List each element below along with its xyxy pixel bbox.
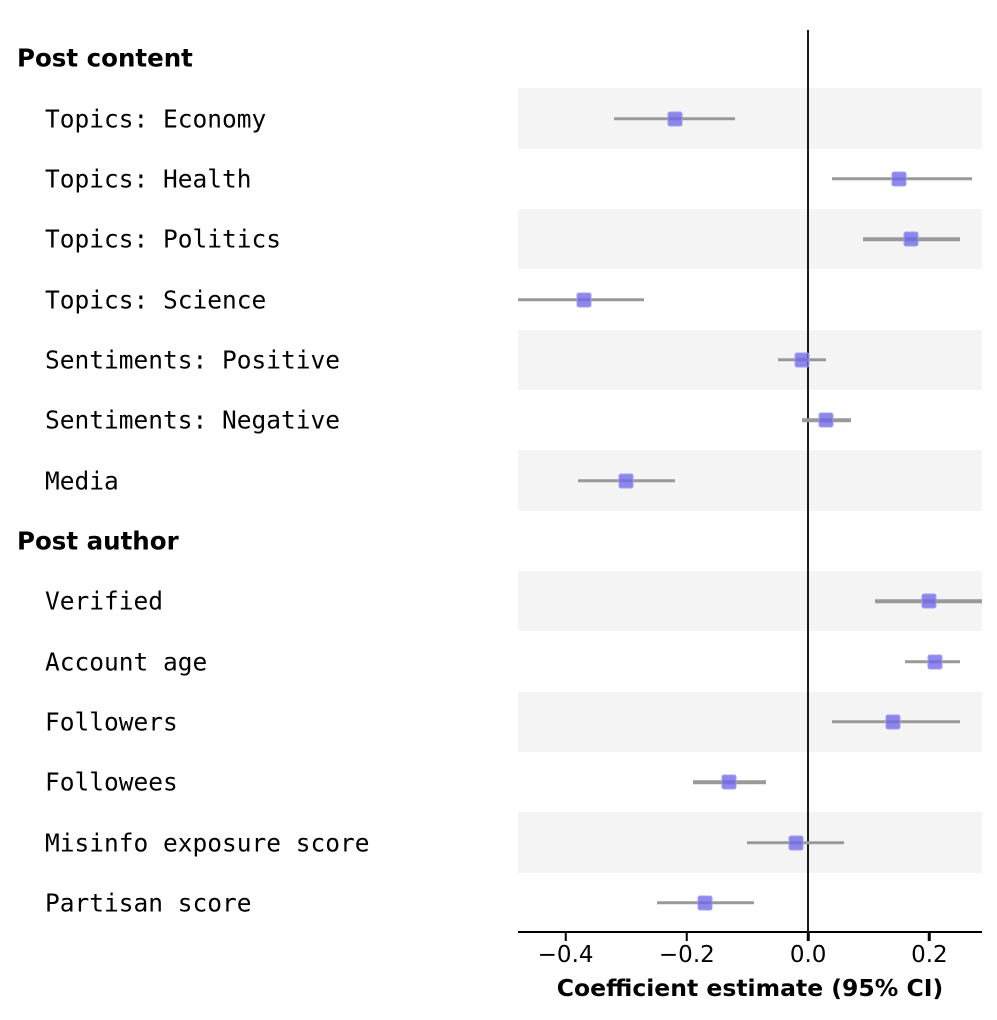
- x-tick: [564, 933, 567, 941]
- row-label: Account age: [45, 647, 208, 676]
- row-stripe: [518, 88, 982, 149]
- row-label: Topics: Politics: [45, 224, 282, 254]
- row-label: Sentiments: Positive: [45, 345, 341, 375]
- x-axis-line: [518, 930, 982, 933]
- estimate-marker: [697, 895, 713, 911]
- estimate-marker: [903, 231, 919, 247]
- row-label: Partisan score: [45, 888, 252, 918]
- estimate-marker: [794, 352, 810, 368]
- x-tick-label: −0.4: [537, 942, 594, 968]
- estimate-marker: [721, 774, 737, 790]
- row-label: Topics: Science: [45, 285, 267, 314]
- estimate-marker: [921, 593, 937, 609]
- x-tick: [806, 933, 810, 941]
- x-tick: [928, 933, 931, 941]
- estimate-marker: [927, 654, 943, 669]
- estimate-marker: [576, 292, 592, 307]
- row-label: Media: [45, 466, 119, 495]
- row-label: Sentiments: Negative: [45, 405, 341, 435]
- plot-area: [518, 28, 983, 933]
- row-label: Topics: Health: [45, 164, 252, 194]
- x-tick: [685, 933, 689, 941]
- estimate-marker: [885, 714, 901, 730]
- row-stripe: [518, 329, 982, 390]
- estimate-marker: [818, 412, 834, 428]
- estimate-marker: [618, 473, 634, 488]
- estimate-marker: [891, 171, 907, 187]
- row-label: Followees: [45, 767, 178, 797]
- row-label: Followers: [45, 707, 178, 737]
- estimate-marker: [667, 111, 683, 126]
- section-header: Post content: [17, 43, 193, 73]
- estimate-marker: [788, 835, 804, 850]
- row-label: Misinfo exposure score: [45, 828, 370, 857]
- section-header: Post author: [17, 526, 179, 556]
- x-axis-title: Coefficient estimate (95% CI): [556, 974, 944, 1002]
- row-label: Verified: [45, 586, 164, 616]
- x-tick-label: 0.2: [911, 942, 948, 968]
- row-label: Topics: Economy: [45, 104, 267, 133]
- x-tick-label: −0.2: [658, 942, 715, 968]
- x-tick-label: 0.0: [789, 942, 827, 968]
- zero-reference-line: [807, 30, 810, 933]
